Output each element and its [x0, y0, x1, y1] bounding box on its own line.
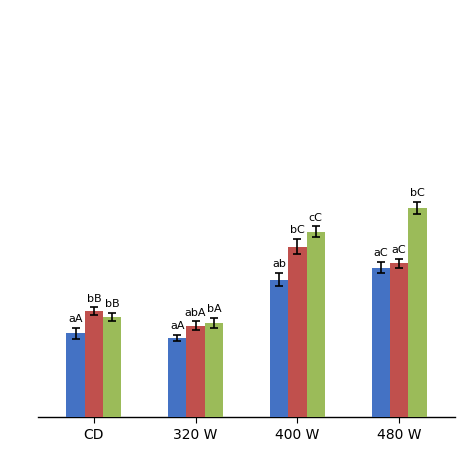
Bar	[307, 232, 325, 417]
Bar	[408, 208, 427, 417]
Bar	[205, 323, 223, 417]
Text: aC: aC	[374, 248, 388, 258]
Bar	[103, 317, 121, 417]
Text: bB: bB	[87, 293, 101, 303]
Bar	[288, 247, 307, 417]
Bar	[390, 263, 408, 417]
Text: bC: bC	[410, 188, 425, 198]
Text: bC: bC	[290, 226, 305, 236]
Bar	[168, 338, 186, 417]
Bar	[372, 268, 390, 417]
Text: aA: aA	[170, 321, 184, 331]
Bar	[186, 326, 205, 417]
Text: ab: ab	[272, 259, 286, 269]
Text: bB: bB	[105, 299, 119, 309]
Text: aC: aC	[392, 245, 406, 255]
Bar	[66, 333, 85, 417]
Text: cC: cC	[309, 212, 323, 223]
Text: bA: bA	[207, 304, 221, 314]
Text: abA: abA	[185, 308, 206, 318]
Text: aA: aA	[68, 314, 83, 324]
Bar	[270, 280, 288, 417]
Bar	[85, 311, 103, 417]
